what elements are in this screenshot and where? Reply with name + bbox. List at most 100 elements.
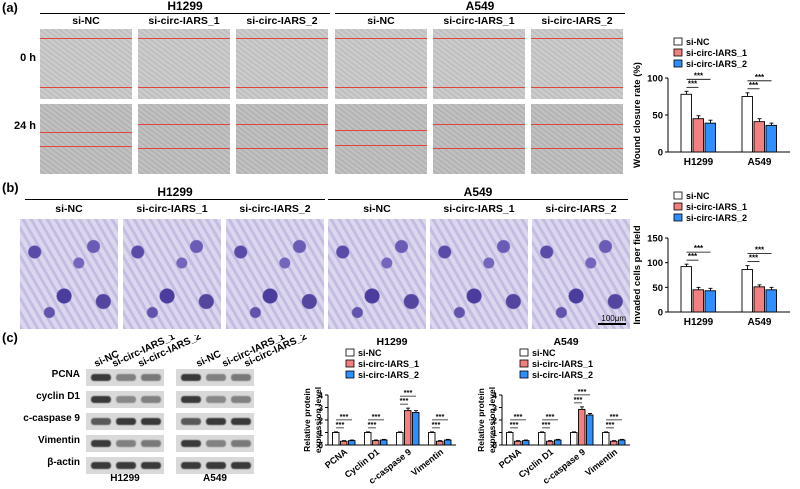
cond-label: si-circ-IARS_1 [443, 203, 515, 215]
blot-band [116, 396, 136, 403]
y-tick-label: 150 [647, 234, 663, 245]
blot-label-vimentin: Vimentin [37, 435, 80, 446]
blot-band [206, 462, 226, 469]
bar [602, 432, 610, 446]
sig-stars: *** [610, 412, 619, 421]
blot-band [231, 374, 251, 381]
x-tick-label: Vimentin [583, 447, 619, 478]
bar [506, 432, 514, 446]
blot-band [141, 462, 161, 469]
invasion-image [430, 219, 528, 329]
blot-band [141, 418, 161, 425]
sig-stars: *** [336, 420, 345, 429]
blot-strip [86, 413, 164, 430]
sig-stars: *** [510, 420, 519, 429]
legend-entry: si-circ-IARS_1 [686, 202, 747, 212]
bar [753, 286, 765, 313]
bar [444, 439, 452, 446]
legend-swatch [673, 59, 683, 68]
blot-band [181, 374, 201, 381]
bar [380, 439, 388, 446]
y-axis-label: Relative protein [476, 388, 486, 452]
y-tick-label: 3 [318, 403, 323, 413]
blot-strip [176, 457, 254, 474]
legend-swatch [345, 348, 355, 357]
header-line [25, 199, 325, 200]
sig-stars: *** [542, 420, 551, 429]
bar [618, 439, 626, 446]
sig-stars: *** [574, 395, 583, 404]
blot-band [181, 396, 201, 403]
bar [680, 266, 692, 313]
invasion-image [123, 219, 221, 329]
legend-entry: si-circ-IARS_1 [686, 48, 747, 58]
bar [538, 432, 546, 446]
bar [428, 432, 436, 446]
bar [364, 432, 372, 446]
sig-stars: *** [755, 73, 765, 82]
blot-band [181, 440, 201, 447]
sig-stars: *** [694, 244, 704, 253]
bar [753, 121, 765, 153]
legend-swatch [673, 202, 683, 211]
sig-stars: *** [546, 412, 555, 421]
cond-label: si-NC [55, 203, 83, 215]
wound-image [433, 29, 525, 99]
wound-image [236, 29, 328, 99]
cond-label: si-NC [72, 15, 100, 27]
blot-label-cyclin: cyclin D1 [36, 391, 80, 402]
wound-image [40, 104, 132, 174]
bar [522, 440, 530, 446]
x-tick-label: A549 [748, 157, 772, 168]
blot-strip [86, 369, 164, 386]
chart-title: A549 [553, 336, 578, 348]
blot-band [206, 374, 226, 381]
bar [704, 290, 716, 313]
blot-strip [176, 413, 254, 430]
sig-stars: *** [688, 252, 698, 261]
blot-band [116, 374, 136, 381]
x-tick-label: H1299 [684, 157, 714, 168]
header-h1299-b: H1299 [157, 185, 193, 199]
sig-stars: *** [404, 388, 413, 397]
cond-label: si-circ-IARS_2 [246, 15, 318, 27]
chart-title: H1299 [377, 336, 408, 348]
header-line [328, 199, 628, 200]
lane-label: si-NC [195, 349, 223, 370]
y-tick-label: 50 [652, 111, 663, 122]
panel-label-b: (b) [2, 180, 19, 195]
panel-label-a: (a) [2, 0, 18, 15]
legend-swatch [673, 48, 683, 57]
blot-band [206, 418, 226, 425]
y-tick-label: 0 [492, 441, 497, 451]
blot-band [231, 440, 251, 447]
sig-stars: *** [694, 71, 704, 80]
blot-band [206, 396, 226, 403]
bar [404, 410, 412, 446]
legend-swatch [345, 359, 355, 368]
bar [412, 412, 420, 446]
blot-strip [86, 435, 164, 452]
legend-entry: si-NC [686, 37, 710, 47]
y-axis-label: Invaded cells per field [632, 225, 643, 324]
cond-label: si-circ-IARS_1 [443, 15, 515, 27]
blot-band [91, 396, 111, 403]
sig-stars: *** [749, 81, 759, 90]
bar [586, 414, 594, 446]
bar [578, 408, 586, 446]
y-tick-label: 50 [652, 283, 663, 294]
blot-label-caspase: c-caspase 9 [23, 413, 80, 424]
bar [340, 440, 348, 446]
legend-entry: si-circ-IARS_1 [358, 359, 419, 369]
x-tick-label: PCNA [497, 446, 524, 470]
wound-image [335, 104, 427, 174]
y-axis-label: expression level [487, 387, 497, 453]
wound-image [40, 29, 132, 99]
time-label-24h: 24 h [13, 120, 36, 132]
bar [546, 440, 554, 446]
legend-entry: si-circ-IARS_2 [686, 59, 747, 69]
bar [680, 93, 692, 153]
